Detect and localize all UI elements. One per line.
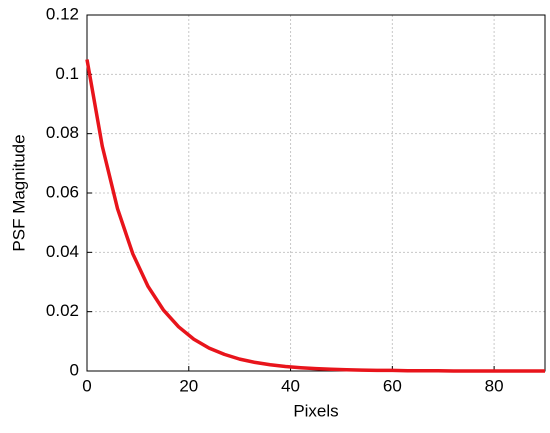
x-tick-label: 20 — [179, 376, 198, 395]
x-axis-label: Pixels — [293, 401, 338, 420]
y-tick-label: 0.12 — [46, 4, 79, 23]
y-axis-label: PSF Magnitude — [9, 134, 28, 251]
line-series — [85, 59, 545, 373]
y-tick-label: 0.08 — [46, 123, 79, 142]
y-tick-label: 0.02 — [46, 301, 79, 320]
y-tick-label: 0.04 — [46, 242, 79, 261]
y-tick-label: 0 — [70, 360, 79, 379]
y-tick-label: 0.06 — [46, 182, 79, 201]
y-tick-label: 0.1 — [55, 64, 79, 83]
x-tick-label: 0 — [82, 376, 91, 395]
x-tick-label: 60 — [383, 376, 402, 395]
plot-frame — [86, 14, 546, 372]
x-tick-label: 80 — [485, 376, 504, 395]
x-tick-label: 40 — [281, 376, 300, 395]
